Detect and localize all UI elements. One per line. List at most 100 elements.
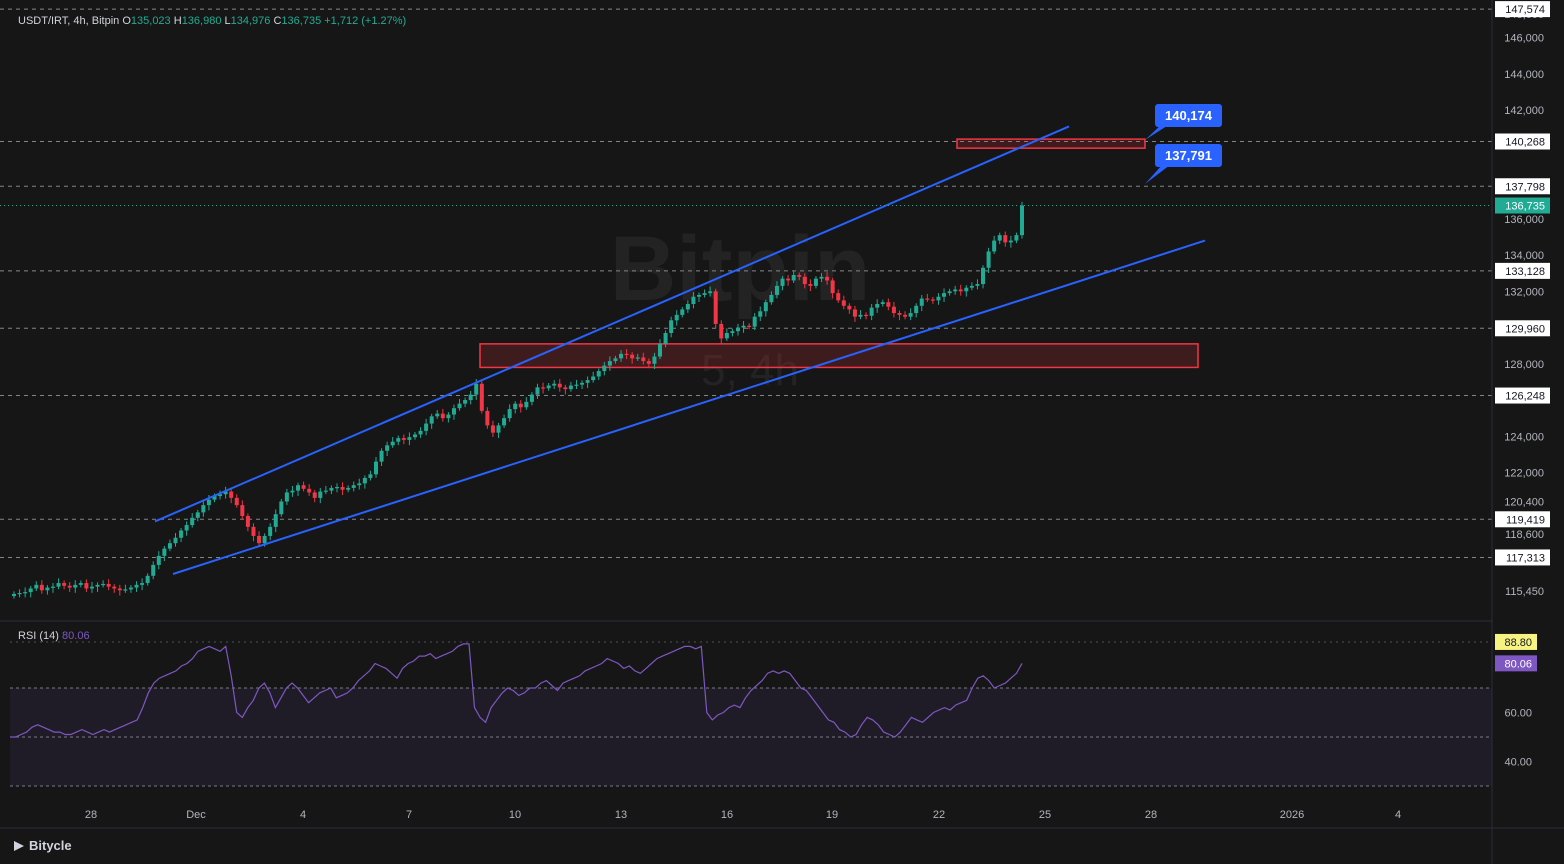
candle-body (223, 491, 228, 495)
change-value: +1,712 (+1.27%) (324, 15, 407, 27)
time-tick-label: 13 (615, 809, 627, 821)
channel-lines[interactable] (154, 125, 1206, 575)
candle-body (702, 293, 707, 295)
rsi-max-badge-label: 88.80 (1504, 637, 1532, 649)
time-tick-label: 4 (300, 809, 306, 821)
brand-logo-icon (14, 841, 24, 851)
price-tick-label: 144,000 (1504, 69, 1544, 81)
brand[interactable]: Bitycle (14, 838, 72, 853)
candle-body (351, 485, 356, 488)
low-label: L (224, 15, 231, 27)
candle-body (624, 353, 629, 356)
candle-body (708, 291, 713, 294)
candle-body (268, 526, 273, 536)
candle-body (11, 593, 17, 597)
candle-body (128, 587, 133, 590)
horizontal-levels[interactable] (0, 8, 1492, 558)
candle-body (869, 307, 874, 316)
time-tick-label: 28 (1145, 809, 1157, 821)
candle-body (307, 488, 312, 493)
candle-body (942, 293, 947, 297)
zone-resistance[interactable] (956, 138, 1146, 149)
candle-body (323, 490, 328, 492)
candle-body (607, 361, 612, 366)
rsi-value-badge-label: 80.06 (1504, 658, 1532, 670)
rsi-title[interactable]: RSI (14) (18, 630, 59, 642)
channel-upper-line[interactable] (154, 125, 1070, 523)
time-tick-label: 4 (1395, 809, 1401, 821)
candle-body (769, 294, 774, 303)
candle-body (28, 588, 33, 593)
candle-body (808, 284, 813, 286)
candle-body (591, 376, 596, 381)
candle-body (39, 584, 44, 591)
candle-body (825, 276, 830, 281)
candle-body (585, 380, 590, 383)
candle-body (580, 382, 585, 385)
level-badge[interactable] (1495, 320, 1550, 337)
rsi-pane (10, 641, 1492, 787)
level-badge[interactable] (1495, 262, 1550, 279)
level-badge[interactable] (1495, 511, 1550, 528)
candle-body (964, 287, 969, 292)
candle-body (1008, 240, 1013, 243)
price-scale[interactable]: 146,000 144,000 142,000 136,000 134,000 132,0… (1495, 1, 1550, 769)
candle-body (379, 450, 384, 462)
candle-body (886, 302, 891, 307)
candle-body (463, 400, 468, 404)
time-tick-label: Dec (186, 809, 206, 821)
candle-body (914, 305, 919, 314)
candle-body (891, 306, 896, 314)
candle-body (229, 491, 234, 498)
candle-body (34, 584, 39, 589)
candle-body (635, 357, 640, 359)
candle-body (741, 325, 746, 328)
candle-body (852, 309, 857, 317)
candle-body (864, 314, 869, 317)
candle-body (552, 383, 557, 386)
candle-body (140, 583, 145, 585)
price-tick-label: 128,000 (1504, 359, 1544, 371)
callout-target-2[interactable]: 137,791 (1155, 144, 1222, 167)
candle-body (117, 588, 122, 591)
time-axis[interactable]: 28 Dec 4 7 10 13 16 19 22 25 28 2026 4 (85, 809, 1401, 821)
time-tick-label: 22 (933, 809, 945, 821)
level-badge[interactable] (1495, 387, 1550, 404)
candle-body (619, 353, 624, 359)
level-badge-label: 119,419 (1506, 514, 1545, 526)
candle-body (296, 485, 301, 491)
candle-body (312, 492, 317, 498)
symbol-label[interactable]: USDT/IRT, 4h, Bitpin (18, 15, 120, 27)
candle-body (936, 296, 941, 301)
last-price-badge[interactable] (1495, 197, 1550, 214)
candle-body (329, 487, 334, 491)
candle-body (563, 387, 568, 390)
candle-body (23, 592, 28, 594)
candle-body (262, 535, 267, 544)
candle-body (541, 387, 546, 389)
candle-body (981, 267, 986, 285)
level-badge[interactable] (1495, 1, 1550, 18)
candle-body (658, 343, 663, 357)
candle-body (451, 408, 456, 415)
level-badge[interactable] (1495, 133, 1550, 150)
candle-body (646, 361, 651, 364)
candle-body (485, 410, 490, 426)
close-label: C (273, 15, 282, 27)
callout-target-1[interactable]: 140,174 (1155, 104, 1222, 127)
candle-body (613, 358, 618, 362)
symbol-header[interactable]: USDT/IRT, 4h, Bitpin O135,023 H136,980 L… (18, 15, 406, 27)
zone-support[interactable] (479, 343, 1199, 369)
rsi-header[interactable]: RSI (14) 80.06 (18, 630, 90, 642)
channel-lower-line[interactable] (172, 239, 1206, 575)
level-badge[interactable] (1495, 178, 1550, 195)
level-badge[interactable] (1495, 549, 1550, 566)
candle-body (1003, 235, 1008, 243)
candle-body (546, 385, 551, 389)
candle-body (240, 505, 245, 517)
candle-body (206, 499, 211, 506)
candle-body (446, 414, 451, 419)
candle-body (401, 438, 406, 440)
candle-body (50, 586, 55, 588)
